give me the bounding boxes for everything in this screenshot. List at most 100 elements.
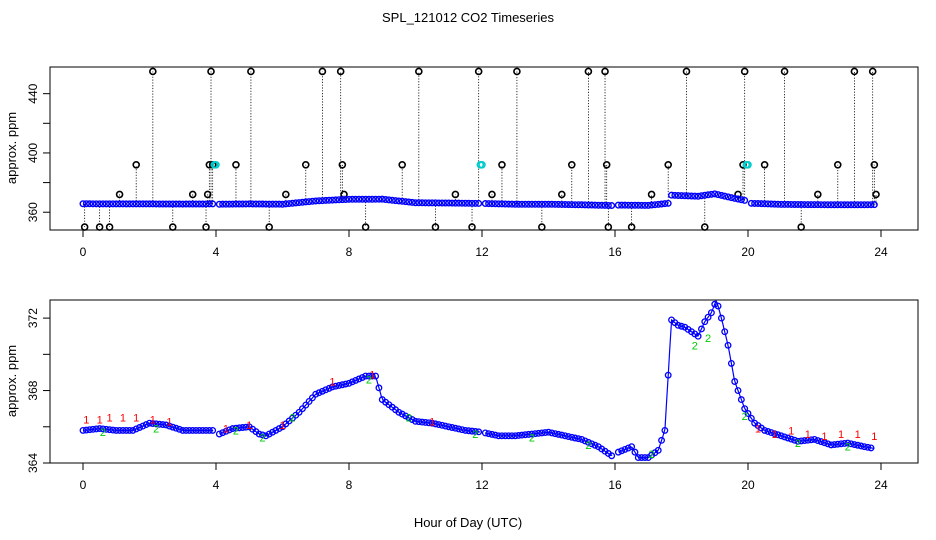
- baseline-point: [298, 198, 306, 206]
- baseline-point: [614, 201, 622, 209]
- baseline-point: [348, 195, 356, 203]
- spike-point: [700, 223, 709, 231]
- baseline-point: [471, 199, 479, 207]
- spike-point: [188, 190, 197, 199]
- bottom-x-tick-label: 8: [346, 478, 353, 492]
- spike-point: [451, 190, 460, 199]
- spike-point: [202, 223, 210, 231]
- main-series-point: [102, 425, 110, 433]
- baseline-point: [245, 200, 253, 208]
- baseline-point: [844, 201, 852, 209]
- baseline-point: [777, 200, 785, 208]
- main-series-point: [185, 426, 193, 434]
- x-axis-label: Hour of Day (UTC): [414, 515, 522, 530]
- main-series-point: [631, 448, 639, 456]
- main-series-point: [275, 425, 283, 433]
- main-series-point: [255, 430, 263, 438]
- baseline-point: [398, 197, 406, 205]
- baseline-point: [332, 196, 340, 204]
- main-series-point: [448, 424, 456, 431]
- baseline-point: [870, 201, 878, 209]
- main-series-point: [402, 412, 409, 420]
- main-series-point: [418, 418, 426, 426]
- secondary-series-point: 2: [705, 333, 711, 345]
- baseline-point: [116, 200, 124, 208]
- spike-point: [498, 161, 506, 169]
- baseline-point: [501, 200, 509, 208]
- baseline-point: [820, 201, 828, 209]
- main-series-point: [614, 448, 622, 456]
- spike-point: [604, 223, 613, 231]
- main-series-point: [192, 426, 200, 434]
- baseline-point: [584, 201, 592, 209]
- main-series-point: [465, 427, 473, 435]
- baseline-point: [338, 196, 346, 204]
- main-series-point: [804, 436, 812, 444]
- spike-point: [833, 161, 842, 169]
- secondary-series-point: 2: [406, 413, 412, 425]
- main-series-point: [704, 313, 712, 321]
- baseline-point: [129, 200, 137, 208]
- main-series-point: [511, 432, 519, 440]
- baseline-point: [375, 195, 383, 203]
- spike-point: [602, 161, 611, 169]
- baseline-point: [697, 192, 705, 200]
- cyan-point: [478, 161, 486, 169]
- main-series-point: [451, 424, 459, 432]
- baseline-point: [771, 200, 779, 208]
- offset-series-point: 1: [150, 415, 156, 427]
- main-series-point: [405, 414, 413, 422]
- main-series-point: [332, 382, 340, 390]
- main-series-point: [342, 380, 350, 388]
- main-series-point: [175, 425, 183, 433]
- main-series-point: [508, 432, 516, 440]
- main-series-point: [335, 382, 343, 389]
- baseline-point: [232, 200, 240, 208]
- baseline-point: [282, 200, 290, 208]
- spike-point: [584, 67, 593, 76]
- main-series-point: [761, 426, 769, 434]
- main-series-point: [521, 431, 529, 439]
- baseline-point: [515, 200, 523, 208]
- spike-point: [739, 161, 747, 169]
- cyan-point: [744, 161, 752, 169]
- main-series-point: [654, 446, 662, 454]
- baseline-point: [249, 200, 257, 208]
- spike-point: [488, 190, 496, 199]
- baseline-point: [219, 200, 227, 208]
- main-series-point: [857, 442, 865, 450]
- figure-title: SPL_121012 CO2 Timeseries: [382, 10, 554, 25]
- baseline-point: [588, 201, 596, 209]
- baseline-point: [488, 200, 496, 208]
- main-series-point: [661, 426, 669, 434]
- main-series-point: [165, 422, 173, 430]
- main-series-point: [541, 429, 549, 437]
- bottom-y-tick-label: 372: [26, 308, 40, 328]
- top-x-tick-label: 12: [475, 245, 489, 259]
- main-series-point: [847, 440, 855, 448]
- baseline-point: [119, 200, 127, 208]
- main-series-point: [717, 314, 725, 322]
- secondary-series-point: 2: [289, 413, 295, 425]
- baseline-point: [824, 201, 832, 209]
- baseline-point: [358, 195, 366, 203]
- secondary-series-point: 2: [742, 411, 748, 423]
- baseline-point: [418, 199, 426, 207]
- baseline-point: [717, 191, 725, 199]
- main-series-point: [146, 419, 153, 427]
- baseline-point: [315, 197, 323, 205]
- baseline-point: [322, 196, 330, 204]
- baseline-point: [581, 201, 589, 209]
- baseline-point: [731, 194, 739, 202]
- main-series-point: [807, 436, 815, 444]
- main-series-point: [731, 378, 739, 385]
- main-series-point: [674, 321, 682, 329]
- main-series-point: [724, 341, 732, 349]
- main-series-point: [741, 405, 749, 413]
- main-series-point: [528, 430, 536, 438]
- baseline-point: [252, 200, 260, 208]
- baseline-point: [305, 198, 313, 206]
- main-series-point: [455, 425, 463, 433]
- main-series-point: [435, 421, 443, 429]
- baseline-point: [109, 200, 117, 208]
